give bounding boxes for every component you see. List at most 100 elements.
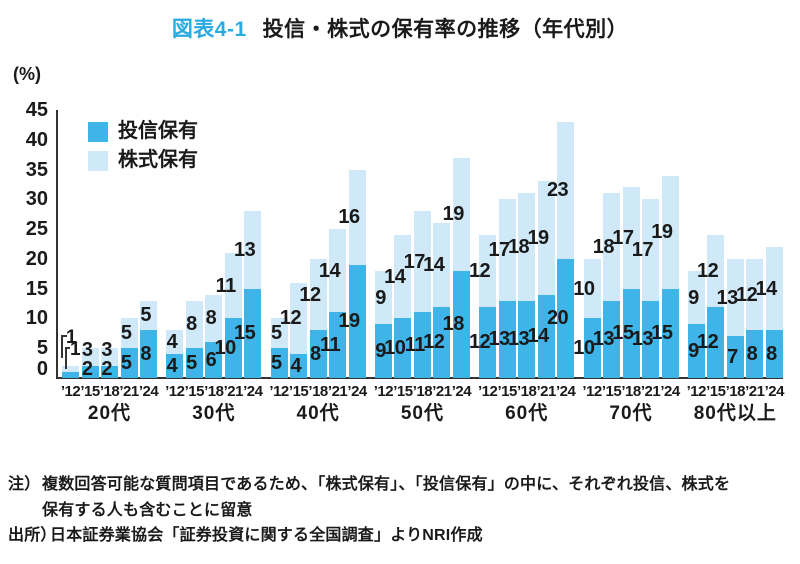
y-axis-tick-45: 45 <box>25 99 48 121</box>
bar-value-label-kabushiki: 23 <box>546 179 569 202</box>
x-axis-year-label: ’24 <box>138 383 159 400</box>
bar-segment-toushin <box>348 264 366 378</box>
bar-segment-kabushiki <box>166 330 184 355</box>
bar-value-label-kabushiki: 17 <box>488 238 510 261</box>
bar-value-label-kabushiki: 17 <box>403 250 426 273</box>
bar-segment-kabushiki <box>290 282 308 355</box>
bar-value-label-toushin: 13 <box>592 328 615 351</box>
bar-value-label-toushin: 4 <box>290 355 302 378</box>
bar-segment-toushin <box>583 318 601 378</box>
bar-value-label-kabushiki: 14 <box>755 277 778 300</box>
bar-value-label-kabushiki: 19 <box>442 203 465 226</box>
x-axis-group-label: 80代以上 <box>693 403 777 424</box>
page-title: 図表4-1 投信・株式の保有率の推移（年代別） <box>0 13 800 43</box>
bar-segment-kabushiki <box>603 193 620 301</box>
bar-segment-kabushiki <box>81 348 99 367</box>
x-axis-year-label: ’21 <box>223 383 244 400</box>
bar-segment-toushin <box>309 330 327 378</box>
bar-value-label-toushin: 8 <box>766 343 777 366</box>
x-axis-year-label: ’15 <box>288 383 309 400</box>
bar-segment-kabushiki <box>433 223 451 307</box>
bar-segment-kabushiki <box>452 157 470 271</box>
x-axis-year-label: ’15 <box>706 383 726 400</box>
bar-value-label-kabushiki: 12 <box>299 283 321 306</box>
x-axis-year-label: ’12 <box>478 383 498 400</box>
x-axis-year-label: ’15 <box>601 383 622 400</box>
leader-line-kabushiki <box>61 335 67 358</box>
bar-segment-toushin <box>765 330 783 378</box>
y-axis-tick-35: 35 <box>25 158 48 181</box>
bar-segment-toushin <box>479 306 497 378</box>
bar-value-label-kabushiki: 13 <box>234 238 256 261</box>
bar-value-label-toushin: 5 <box>120 352 132 375</box>
chart-legend: 投信保有 株式保有 <box>88 121 198 179</box>
bar-value-label-toushin: 10 <box>573 337 595 360</box>
bar-value-label-kabushiki: 19 <box>651 221 673 244</box>
bar-value-label-toushin: 11 <box>319 334 341 357</box>
y-axis-unit-label: (%) <box>13 64 41 84</box>
bar-segment-kabushiki <box>746 258 764 331</box>
bar-value-label-toushin: 18 <box>442 313 465 336</box>
bar-segment-kabushiki <box>707 235 725 307</box>
bar-segment-kabushiki <box>244 211 262 289</box>
note-label: 注） <box>8 476 41 493</box>
legend-swatch-icon <box>88 150 108 171</box>
bar-segment-kabushiki <box>413 211 431 313</box>
bar-segment-toushin <box>413 312 431 378</box>
y-axis-tick-10: 10 <box>25 307 48 330</box>
x-axis-group-label: 40代 <box>296 403 340 424</box>
x-axis-year-label: ’12 <box>686 383 707 400</box>
y-axis-tick-30: 30 <box>25 188 48 211</box>
bar-segment-kabushiki <box>309 258 327 331</box>
bar-segment-toushin <box>374 324 392 378</box>
bar-value-label-kabushiki: 14 <box>318 259 341 282</box>
bar-value-label-toushin: 10 <box>214 337 237 360</box>
bar-segment-kabushiki <box>329 229 347 313</box>
bar-value-label-kabushiki: 19 <box>527 227 549 250</box>
bar-value-label-toushin: 8 <box>140 343 151 366</box>
bar-value-label-kabushiki: 17 <box>612 227 634 250</box>
bar-value-label-kabushiki: 18 <box>592 235 615 258</box>
bar-segment-toushin <box>537 294 555 378</box>
bar-value-label-toushin: 5 <box>186 352 197 375</box>
bar-value-label-toushin: 15 <box>234 322 256 345</box>
source-label: 出所） <box>8 527 57 544</box>
y-axis-tick-0: 0 <box>36 358 48 380</box>
bar-value-label-kabushiki: 5 <box>140 304 151 327</box>
bar-segment-toushin <box>642 300 659 378</box>
note-line-2: 保有する人も含むことに留意 <box>42 502 253 519</box>
bar-value-label-kabushiki: 3 <box>101 339 112 361</box>
bar-value-label-toushin: 15 <box>651 322 673 345</box>
bar-value-label-kabushiki: 9 <box>375 286 386 309</box>
x-axis-year-label: ’15 <box>80 383 100 400</box>
bar-value-label-kabushiki: 10 <box>573 277 595 300</box>
x-axis-year-label: ’21 <box>640 383 661 400</box>
bar-segment-toushin <box>166 354 184 378</box>
x-axis-group-label: 20代 <box>87 403 132 424</box>
bar-segment-kabushiki <box>185 300 203 349</box>
bar-segment-toushin <box>707 306 725 378</box>
bar-value-label-kabushiki: 8 <box>205 307 217 330</box>
bar-segment-kabushiki <box>518 193 536 301</box>
bar-segment-kabushiki <box>270 318 288 349</box>
bar-value-label-toushin: 12 <box>468 331 491 354</box>
bar-segment-toushin <box>270 348 288 378</box>
bar-segment-toushin <box>81 366 99 378</box>
bar-value-label-toushin: 12 <box>697 331 719 354</box>
x-axis-year-label: ’24 <box>451 383 472 400</box>
bar-segment-toushin <box>687 324 705 378</box>
y-axis-tick-20: 20 <box>25 247 48 270</box>
x-axis-year-label: ’18 <box>517 383 537 400</box>
y-axis-tick-25: 25 <box>25 218 48 241</box>
y-axis-tick-15: 15 <box>25 277 48 300</box>
legend-item-0: 投信保有 <box>88 121 198 142</box>
bar-value-label-kabushiki: 12 <box>697 259 719 282</box>
bar-segment-kabushiki <box>661 175 679 289</box>
bar-value-label-kabushiki: 14 <box>384 265 406 288</box>
x-axis-year-label: ’18 <box>308 383 328 400</box>
x-axis-year-label: ’21 <box>327 383 348 400</box>
bar-value-label-toushin: 10 <box>384 337 406 360</box>
bar-value-label-kabushiki: 12 <box>736 283 758 306</box>
bar-value-label-toushin: 13 <box>631 328 654 351</box>
